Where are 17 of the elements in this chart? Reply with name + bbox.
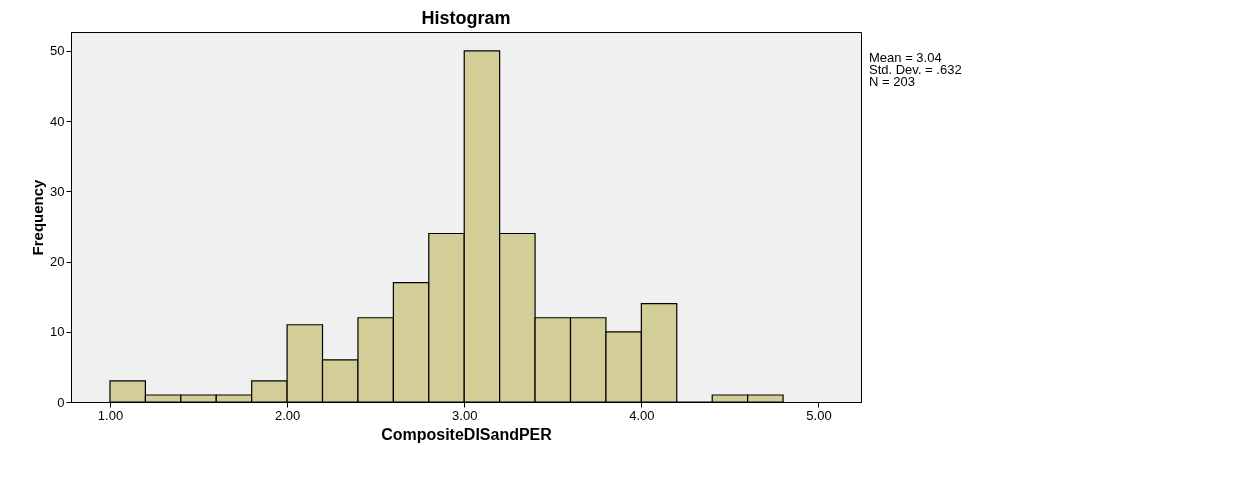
y-tick-label: 0 xyxy=(57,394,65,410)
y-tick-label: 20 xyxy=(50,254,65,270)
text: N = 203 xyxy=(869,74,915,89)
x-tick-label: 2.00 xyxy=(274,407,301,423)
chart-title: Histogram xyxy=(421,8,511,28)
x-tick-label: 1.00 xyxy=(97,407,124,423)
x-tick-label: 5.00 xyxy=(806,407,832,423)
y-tick-label: 10 xyxy=(50,324,65,340)
text: Std. Dev. = .632 xyxy=(869,62,962,77)
y-tick-label: 30 xyxy=(50,183,65,199)
x-tick-label: 4.00 xyxy=(629,407,655,423)
y-tick-label: 40 xyxy=(50,113,65,129)
text: Mean = 3.04 xyxy=(869,50,942,65)
y-axis-title: Frequency xyxy=(29,178,47,256)
y-tick-label: 50 xyxy=(50,43,65,59)
x-axis-title: CompositeDISandPER xyxy=(381,425,553,443)
x-tick-label: 3.00 xyxy=(452,407,478,423)
